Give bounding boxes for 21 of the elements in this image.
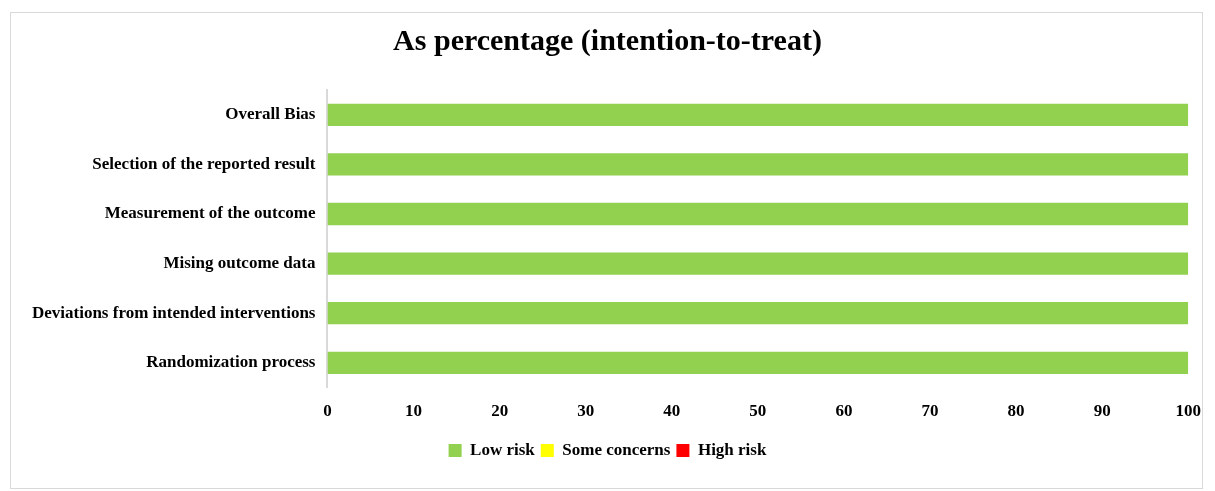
x-tick-label: 70: [921, 401, 939, 421]
x-tick-label: 10: [405, 401, 423, 421]
legend-label: High risk: [697, 439, 767, 459]
x-tick-label: 30: [577, 401, 595, 421]
legend-label: Low risk: [470, 439, 536, 459]
x-tick-label: 60: [835, 401, 853, 421]
x-tick-label: 40: [663, 401, 681, 421]
x-tick-label: 20: [491, 401, 509, 421]
y-tick-label: Mising outcome data: [163, 252, 316, 272]
y-tick-label: Overall Bias: [225, 104, 316, 124]
x-tick-label: 90: [1093, 401, 1111, 421]
x-tick-label: 50: [749, 401, 767, 421]
x-tick-label: 80: [1007, 401, 1025, 421]
x-tick-label: 0: [323, 401, 332, 421]
y-tick-label: Selection of the reported result: [92, 153, 316, 173]
y-tick-label: Randomization process: [146, 352, 316, 372]
y-tick-label: Measurement of the outcome: [104, 203, 316, 223]
chart-title: As percentage (intention-to-treat): [393, 22, 822, 57]
y-tick-label: Deviations from intended interventions: [31, 302, 316, 322]
legend-label: Some concerns: [562, 439, 671, 459]
x-tick-label: 100: [1175, 401, 1201, 421]
